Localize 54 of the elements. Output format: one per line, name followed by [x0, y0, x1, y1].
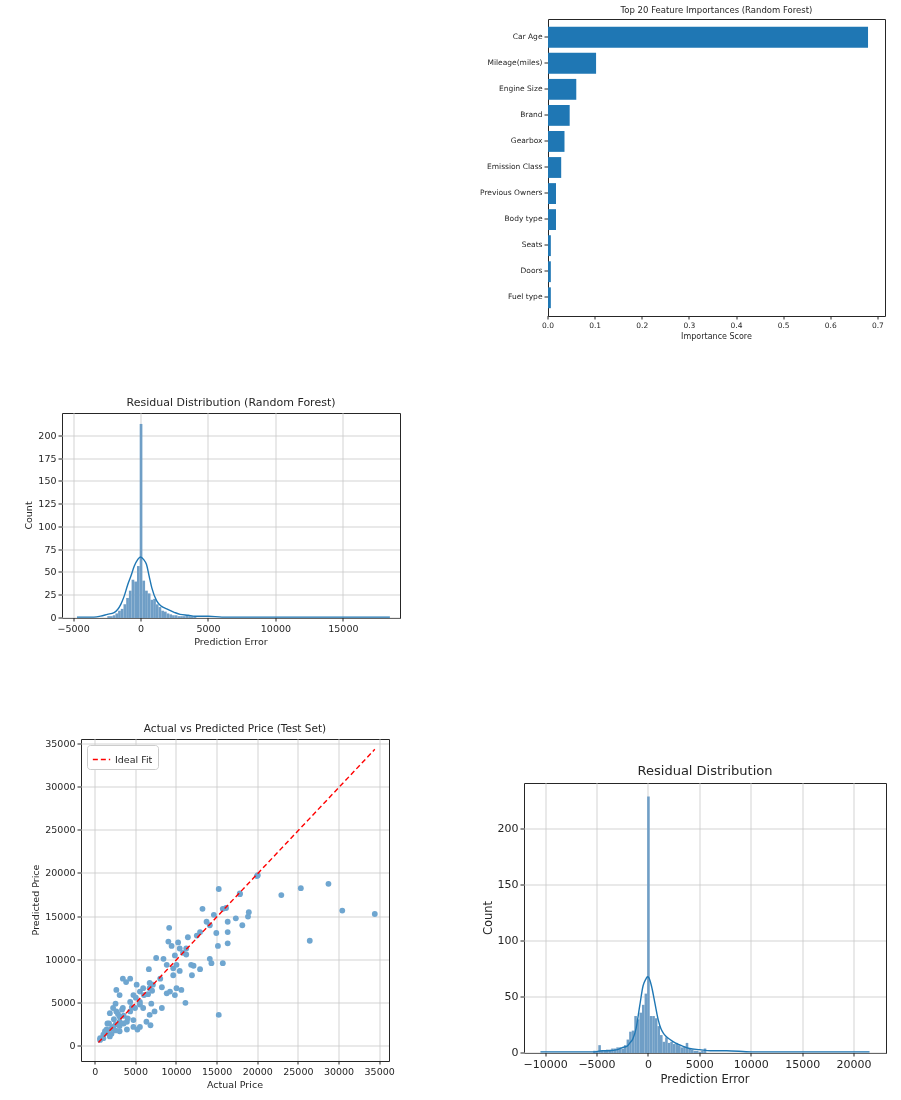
y-tick-label: 0 [50, 612, 57, 623]
x-tick-label: 0 [138, 622, 145, 634]
y-tick-label: 30000 [45, 781, 76, 793]
chart-title: Top 20 Feature Importances (Random Forest) [619, 4, 813, 15]
y-tick-label: 0 [69, 1039, 76, 1051]
y-tick-label: 75 [44, 543, 57, 555]
y-axis-title: Predicted Price [30, 864, 42, 936]
x-tick-label: 25000 [283, 1065, 314, 1077]
y-tick-label: 5000 [51, 996, 76, 1008]
y-tick-label: 20000 [45, 867, 76, 879]
x-tick-label: 0 [644, 1057, 652, 1071]
y-tick-label: 100 [38, 520, 57, 532]
x-tick-label: −10000 [523, 1057, 568, 1071]
x-tick-label: 5000 [685, 1057, 714, 1071]
y-axis-title: Count [480, 900, 495, 936]
x-axis-title: Prediction Error [660, 1071, 750, 1086]
y-axis-title: Count [23, 501, 35, 530]
chart-title: Residual Distribution (Random Forest) [126, 396, 336, 409]
x-tick-label: 15000 [328, 622, 359, 634]
y-tick-label: 175 [38, 452, 57, 464]
x-axis-title: Prediction Error [194, 636, 268, 647]
x-tick-label: 20000 [242, 1065, 273, 1077]
y-tick-label: 125 [38, 498, 57, 510]
y-tick-label: 200 [497, 821, 519, 835]
x-tick-label: 15000 [202, 1065, 233, 1077]
x-tick-label: −5000 [578, 1057, 616, 1071]
y-tick-label: 100 [497, 933, 519, 947]
x-tick-label: 10000 [733, 1057, 769, 1071]
x-axis-title: Actual Price [207, 1079, 264, 1090]
chart-title: Actual vs Predicted Price (Test Set) [143, 721, 327, 734]
chart-title: Residual Distribution [637, 763, 773, 778]
y-tick-label: 50 [44, 566, 57, 578]
y-tick-label: 10000 [45, 953, 76, 965]
x-tick-label: 10000 [260, 622, 292, 634]
x-tick-label: 15000 [785, 1057, 821, 1071]
x-tick-label: 35000 [364, 1065, 395, 1077]
y-tick-label: 25000 [45, 824, 76, 836]
y-tick-label: 200 [38, 429, 57, 441]
x-tick-label: −5000 [57, 622, 90, 634]
y-tick-label: 15000 [45, 910, 76, 922]
legend-label: Ideal Fit [115, 753, 153, 765]
x-tick-label: 30000 [323, 1065, 355, 1077]
x-axis-title: Importance Score [681, 332, 752, 341]
x-tick-label: 20000 [836, 1057, 872, 1071]
y-tick-label: 35000 [45, 738, 76, 750]
x-tick-label: 5000 [123, 1065, 148, 1077]
y-tick-label: 150 [38, 475, 57, 487]
x-tick-label: 10000 [161, 1065, 192, 1077]
x-tick-label: 0 [92, 1065, 99, 1077]
y-tick-label: 25 [44, 589, 57, 601]
y-tick-label: 50 [504, 989, 519, 1003]
y-tick-label: 0 [511, 1046, 519, 1059]
x-tick-label: 5000 [196, 622, 221, 634]
y-tick-label: 150 [497, 877, 519, 891]
